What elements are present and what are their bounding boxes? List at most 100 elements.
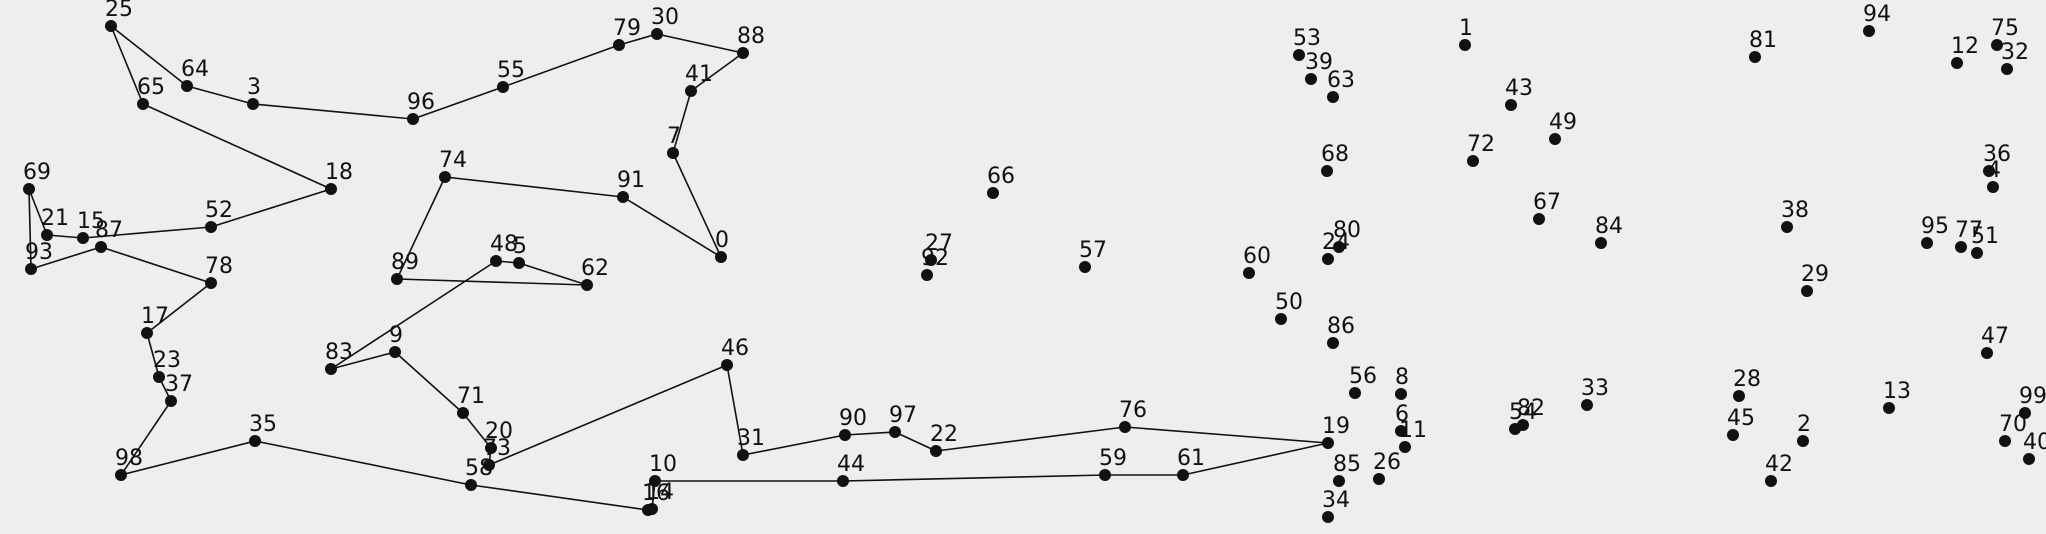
- node-label-26: 26: [1373, 450, 1401, 475]
- node-label-45: 45: [1727, 406, 1755, 431]
- node-46: [721, 359, 733, 371]
- node-94: [1863, 25, 1875, 37]
- node-24: [1322, 253, 1334, 265]
- node-31: [737, 449, 749, 461]
- node-13: [1883, 402, 1895, 414]
- node-69: [23, 183, 35, 195]
- node-4: [1987, 181, 1999, 193]
- node-label-59: 59: [1099, 446, 1127, 471]
- edge-58-35: [254, 440, 472, 486]
- node-label-47: 47: [1981, 324, 2009, 349]
- node-label-85: 85: [1333, 452, 1361, 477]
- node-label-35: 35: [249, 412, 277, 437]
- node-96: [407, 113, 419, 125]
- node-label-28: 28: [1733, 367, 1761, 392]
- edge-89-62: [396, 278, 588, 286]
- edge-18-65: [142, 103, 332, 190]
- node-26: [1373, 473, 1385, 485]
- node-7: [667, 147, 679, 159]
- node-label-4: 4: [1987, 158, 2001, 183]
- edge-0-91: [622, 196, 722, 258]
- node-label-50: 50: [1275, 290, 1303, 315]
- node-label-13: 13: [1883, 379, 1911, 404]
- node-48: [490, 255, 502, 267]
- node-label-62: 62: [581, 256, 609, 281]
- node-10: [649, 475, 661, 487]
- node-label-25: 25: [105, 0, 133, 22]
- edge-87-93: [30, 246, 102, 270]
- node-label-60: 60: [1243, 244, 1271, 269]
- node-label-22: 22: [930, 422, 958, 447]
- edge-96-55: [412, 86, 504, 120]
- node-77: [1955, 241, 1967, 253]
- edge-23-17: [146, 332, 160, 378]
- node-label-8: 8: [1395, 365, 1409, 390]
- node-58: [465, 479, 477, 491]
- node-label-68: 68: [1321, 142, 1349, 167]
- node-15: [77, 232, 89, 244]
- route-nodes: [23, 20, 2035, 523]
- node-label-69: 69: [23, 160, 51, 185]
- node-33: [1581, 399, 1593, 411]
- node-19: [1322, 437, 1334, 449]
- node-label-71: 71: [457, 384, 485, 409]
- node-64: [181, 80, 193, 92]
- node-36: [1983, 165, 1995, 177]
- node-21: [41, 229, 53, 241]
- node-label-96: 96: [407, 90, 435, 115]
- node-40: [2023, 453, 2035, 465]
- node-label-63: 63: [1327, 68, 1355, 93]
- node-39: [1305, 73, 1317, 85]
- node-25: [105, 20, 117, 32]
- node-98: [115, 469, 127, 481]
- node-32: [2001, 63, 2013, 75]
- node-label-66: 66: [987, 164, 1015, 189]
- node-label-33: 33: [1581, 376, 1609, 401]
- node-label-7: 7: [667, 124, 681, 149]
- node-38: [1781, 221, 1793, 233]
- node-label-99: 99: [2019, 384, 2046, 409]
- node-89: [391, 273, 403, 285]
- node-2: [1797, 435, 1809, 447]
- node-label-19: 19: [1322, 414, 1350, 439]
- node-23: [153, 371, 165, 383]
- node-label-74: 74: [439, 148, 467, 173]
- edge-74-89: [396, 176, 446, 280]
- node-label-83: 83: [325, 340, 353, 365]
- node-label-14: 14: [646, 480, 674, 505]
- node-label-76: 76: [1119, 398, 1147, 423]
- node-99: [2019, 407, 2031, 419]
- edge-41-7: [672, 90, 692, 154]
- edge-22-76: [935, 426, 1126, 452]
- node-60: [1243, 267, 1255, 279]
- node-label-9: 9: [389, 323, 403, 348]
- node-label-0: 0: [715, 228, 729, 253]
- node-label-73: 73: [483, 436, 511, 461]
- node-86: [1327, 337, 1339, 349]
- node-83: [325, 363, 337, 375]
- node-label-82: 82: [1517, 396, 1545, 421]
- node-92: [921, 269, 933, 281]
- node-label-42: 42: [1765, 452, 1793, 477]
- node-label-89: 89: [391, 250, 419, 275]
- node-87: [95, 241, 107, 253]
- node-17: [141, 327, 153, 339]
- node-label-53: 53: [1293, 26, 1321, 51]
- node-label-77: 77: [1955, 218, 1983, 243]
- edge-52-18: [210, 188, 332, 228]
- node-label-94: 94: [1863, 2, 1891, 27]
- node-43: [1505, 99, 1517, 111]
- node-76: [1119, 421, 1131, 433]
- edge-79-30: [618, 33, 658, 46]
- edge-88-41: [690, 52, 744, 92]
- node-label-20: 20: [485, 419, 513, 444]
- edge-93-69: [28, 188, 32, 270]
- node-81: [1749, 51, 1761, 63]
- edge-48-83: [330, 260, 497, 370]
- node-label-44: 44: [837, 452, 865, 477]
- node-84: [1595, 237, 1607, 249]
- node-label-61: 61: [1177, 446, 1205, 471]
- node-label-70: 70: [1999, 412, 2027, 437]
- node-12: [1951, 57, 1963, 69]
